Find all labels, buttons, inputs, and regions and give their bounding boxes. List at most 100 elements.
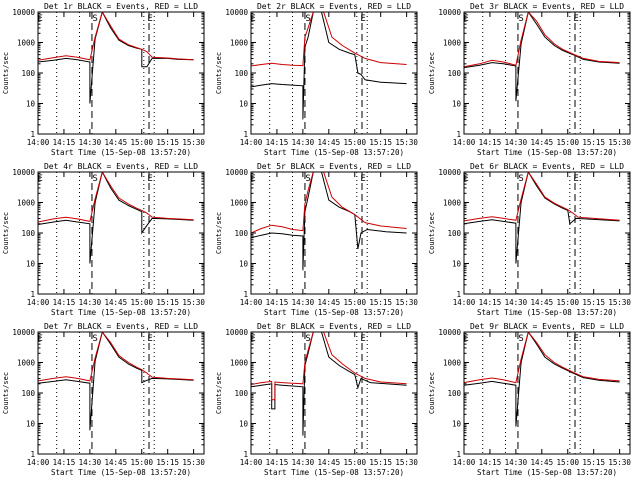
flag-label: E	[147, 14, 152, 24]
flag-label: E	[147, 174, 152, 184]
x-tick-label: 14:15	[479, 298, 502, 307]
y-tick-label: 1	[456, 450, 461, 459]
x-tick-label: 14:45	[105, 458, 128, 467]
x-axis-label: Start Time (15-Sep-08 13:57:20)	[51, 148, 191, 157]
y-tick-label: 1	[243, 130, 248, 139]
events-series	[38, 12, 194, 104]
lld-series	[464, 172, 620, 222]
x-tick-label: 15:00	[130, 298, 153, 307]
x-tick-label: 15:00	[556, 458, 579, 467]
x-tick-label: 15:15	[582, 138, 605, 147]
y-tick-label: 10	[239, 420, 249, 429]
events-series	[464, 12, 620, 102]
lld-series	[464, 332, 620, 384]
x-tick-label: 15:30	[395, 458, 418, 467]
flag-label: S	[305, 334, 310, 344]
x-tick-label: 14:15	[266, 138, 289, 147]
x-tick-label: 14:45	[105, 298, 128, 307]
panel-title: Det 4r BLACK = Events, RED = LLD	[44, 162, 198, 171]
y-tick-label: 1	[456, 290, 461, 299]
x-tick-label: 15:30	[182, 458, 205, 467]
y-tick-label: 100	[21, 389, 35, 398]
x-tick-label: 15:30	[608, 138, 631, 147]
flag-label: E	[147, 334, 152, 344]
y-tick-label: 10000	[438, 168, 461, 177]
x-tick-label: 14:15	[53, 298, 76, 307]
y-tick-label: 100	[234, 69, 248, 78]
y-tick-label: 1000	[443, 39, 462, 48]
x-tick-label: 15:15	[369, 458, 392, 467]
x-tick-label: 15:00	[556, 298, 579, 307]
y-tick-label: 10	[26, 100, 36, 109]
plot-frame	[37, 11, 205, 135]
x-tick-label: 14:30	[505, 298, 528, 307]
y-tick-label: 100	[447, 69, 461, 78]
x-tick-label: 14:00	[453, 458, 476, 467]
y-tick-label: 10	[452, 100, 462, 109]
panel-6: Det 6r BLACK = Events, RED = LLDESE11010…	[428, 162, 631, 317]
flag-label: S	[305, 14, 310, 24]
y-tick-label: 10000	[225, 168, 248, 177]
panel-title: Det 8r BLACK = Events, RED = LLD	[257, 322, 411, 331]
x-axis-label: Start Time (15-Sep-08 13:57:20)	[264, 148, 404, 157]
x-tick-label: 15:00	[343, 458, 366, 467]
y-tick-label: 100	[234, 389, 248, 398]
y-axis-label: Counts/sec	[428, 52, 436, 94]
x-axis-label: Start Time (15-Sep-08 13:57:20)	[477, 308, 617, 317]
x-tick-label: 15:15	[582, 458, 605, 467]
y-tick-label: 1	[30, 450, 35, 459]
x-tick-label: 14:00	[240, 298, 263, 307]
lld-series	[38, 332, 194, 382]
events-series	[251, 12, 407, 120]
x-tick-label: 14:15	[479, 458, 502, 467]
panel-8: Det 8r BLACK = Events, RED = LLDESE11010…	[215, 322, 418, 477]
x-tick-label: 14:30	[292, 138, 315, 147]
flag-label: S	[518, 334, 523, 344]
events-series	[38, 172, 194, 264]
y-axis-label: Counts/sec	[2, 212, 10, 254]
x-tick-label: 14:15	[53, 458, 76, 467]
x-tick-label: 14:45	[318, 458, 341, 467]
y-axis-label: Counts/sec	[2, 52, 10, 94]
events-series	[251, 332, 407, 436]
flag-label: S	[518, 174, 523, 184]
flag-label: S	[92, 334, 97, 344]
y-tick-label: 10000	[438, 8, 461, 17]
flag-label: S	[518, 14, 523, 24]
x-tick-label: 14:45	[318, 138, 341, 147]
y-tick-label: 10	[452, 260, 462, 269]
x-tick-label: 14:00	[240, 138, 263, 147]
lld-series	[38, 172, 194, 223]
y-tick-label: 1	[456, 130, 461, 139]
x-tick-label: 14:30	[505, 138, 528, 147]
panel-title: Det 6r BLACK = Events, RED = LLD	[470, 162, 624, 171]
y-tick-label: 1	[30, 130, 35, 139]
x-axis-label: Start Time (15-Sep-08 13:57:20)	[51, 468, 191, 477]
lld-series	[464, 12, 620, 68]
y-tick-label: 10000	[12, 328, 35, 337]
x-axis-label: Start Time (15-Sep-08 13:57:20)	[51, 308, 191, 317]
plot-frame	[250, 11, 418, 135]
x-tick-label: 15:30	[608, 298, 631, 307]
x-tick-label: 15:00	[343, 298, 366, 307]
flag-label: E	[573, 334, 578, 344]
y-tick-label: 1000	[17, 39, 36, 48]
flag-label: E	[360, 174, 365, 184]
flag-label: E	[573, 174, 578, 184]
y-tick-label: 10	[26, 420, 36, 429]
y-tick-label: 1000	[17, 199, 36, 208]
x-axis-label: Start Time (15-Sep-08 13:57:20)	[477, 468, 617, 477]
y-tick-label: 1	[243, 450, 248, 459]
x-tick-label: 14:00	[453, 298, 476, 307]
plot-frame	[250, 331, 418, 455]
flag-label: S	[92, 14, 97, 24]
y-tick-label: 10000	[438, 328, 461, 337]
y-tick-label: 10	[452, 420, 462, 429]
x-tick-label: 14:45	[531, 458, 554, 467]
x-tick-label: 15:30	[395, 138, 418, 147]
plot-frame	[463, 171, 631, 295]
y-axis-label: Counts/sec	[428, 372, 436, 414]
y-tick-label: 10	[26, 260, 36, 269]
x-tick-label: 14:00	[27, 458, 50, 467]
y-tick-label: 100	[447, 389, 461, 398]
